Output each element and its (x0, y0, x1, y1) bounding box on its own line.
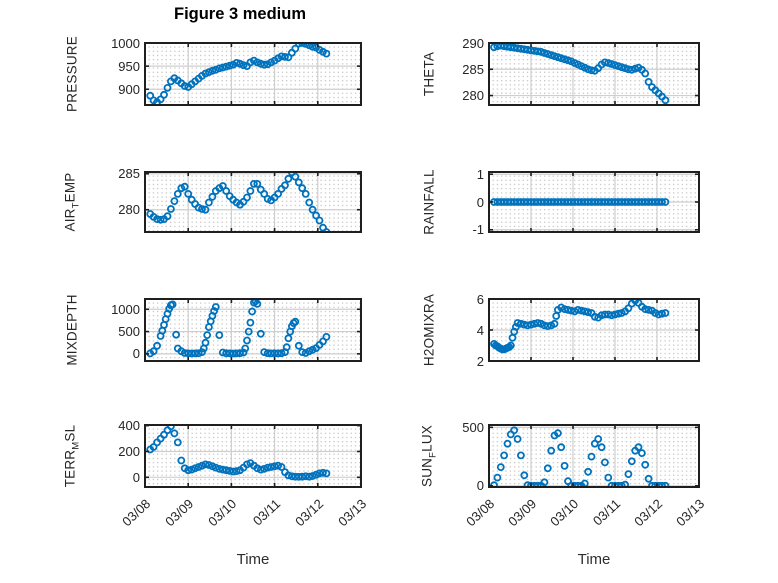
x-axis-label-left: Time (236, 551, 270, 568)
y-tick-label-air-temp: 280 (118, 202, 140, 218)
y-tick-label-terr-msl: 200 (118, 444, 140, 459)
x-axis-label-right: Time (577, 551, 611, 568)
data-series-h2omixra (490, 299, 670, 354)
y-tick-label-sun-flux: 500 (462, 419, 484, 435)
y-tick-label-h2omixra: 4 (476, 322, 484, 338)
plot-area-rainfall (488, 171, 700, 233)
axes-box (144, 424, 362, 488)
minor-grid (145, 172, 361, 232)
plot-area-pressure (144, 42, 362, 106)
y-axis-label-h2omixra: H2OMIXRA (421, 293, 437, 367)
y-tick-label-theta: 285 (462, 61, 484, 77)
plot-area-sun-flux (488, 424, 700, 488)
axes-box (144, 298, 362, 362)
data-series-air-temp (146, 172, 331, 232)
y-tick-label-theta: 280 (462, 88, 484, 103)
y-tick-label-air-temp: 285 (118, 166, 140, 182)
figure-title: Figure 3 medium (173, 5, 307, 23)
axes-box (144, 42, 362, 106)
y-tick-label-terr-msl: 0 (132, 469, 140, 485)
y-axis-label-terr-msl: TERRMSL (62, 424, 82, 488)
data-series-theta (490, 43, 670, 105)
plot-area-mixdepth (144, 298, 362, 362)
plot-area-theta (488, 42, 700, 106)
y-tick-label-terr-msl: 400 (118, 418, 140, 434)
data-series-pressure (146, 43, 331, 105)
y-axis-label-rainfall: RAINFALL (421, 169, 437, 235)
y-tick-label-sun-flux: 0 (476, 478, 484, 494)
y-tick-label-rainfall: 1 (476, 166, 484, 182)
axes-box (488, 298, 700, 362)
y-axis-label-air-temp: AIRTEMP (62, 172, 82, 232)
y-tick-label-rainfall: -1 (472, 222, 484, 238)
y-tick-label-h2omixra: 2 (476, 353, 484, 369)
plot-area-air-temp (144, 171, 362, 233)
y-tick-label-pressure: 1000 (111, 35, 140, 51)
y-tick-label-mixdepth: 500 (118, 324, 140, 340)
y-tick-label-rainfall: 0 (476, 194, 484, 210)
data-series-sun-flux (490, 426, 670, 487)
y-axis-label-sun-flux: SUNFLUX (419, 425, 439, 487)
y-tick-label-pressure: 950 (118, 58, 140, 74)
y-tick-label-h2omixra: 6 (476, 291, 484, 307)
plot-area-h2omixra (488, 298, 700, 362)
y-axis-label-theta: THETA (421, 51, 437, 97)
y-axis-label-mixdepth: MIXDEPTH (64, 294, 80, 366)
axes-box (144, 171, 362, 233)
y-tick-label-mixdepth: 0 (132, 346, 140, 362)
axes-box (488, 42, 700, 106)
y-axis-label-pressure: PRESSURE (64, 36, 80, 112)
axes-box (488, 171, 700, 233)
y-tick-label-pressure: 900 (118, 81, 140, 97)
data-series-mixdepth (146, 299, 331, 358)
y-tick-label-theta: 290 (462, 35, 484, 51)
y-tick-label-mixdepth: 1000 (111, 301, 140, 317)
data-series-terr-msl (146, 425, 331, 481)
axes-box (488, 424, 700, 488)
plot-area-terr-msl (144, 424, 362, 488)
